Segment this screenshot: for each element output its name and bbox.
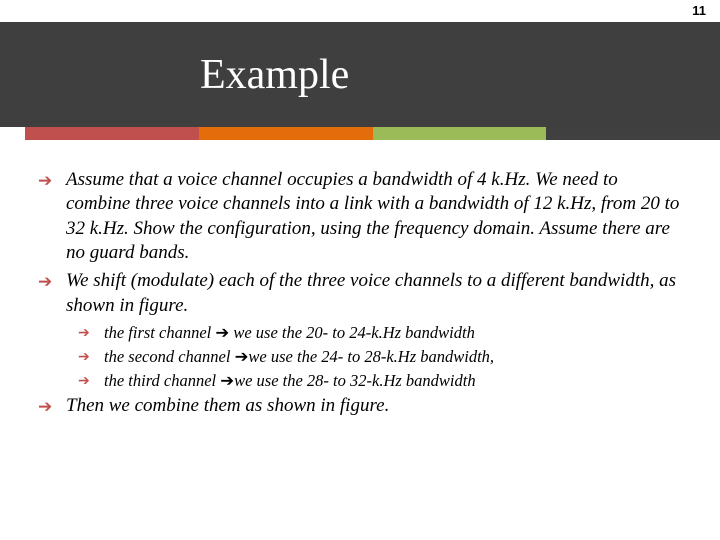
page-number: 11 bbox=[692, 3, 706, 18]
sub-bullet-text: the third channel ➔we use the 28- to 32-… bbox=[104, 370, 682, 392]
sub-bullet-item: ➔ the third channel ➔we use the 28- to 3… bbox=[38, 370, 682, 392]
accent-orange bbox=[199, 127, 373, 140]
top-strip: 11 bbox=[0, 0, 720, 22]
title-band: Example bbox=[0, 22, 720, 127]
slide-title: Example bbox=[200, 51, 349, 99]
inline-arrow-icon: ➔ bbox=[220, 372, 234, 390]
bullet-arrow-icon: ➔ bbox=[78, 346, 104, 368]
bullet-text: We shift (modulate) each of the three vo… bbox=[66, 269, 682, 318]
sub-bullet-item: ➔ the first channel ➔ we use the 20- to … bbox=[38, 322, 682, 344]
accent-gray bbox=[546, 127, 720, 140]
bullet-arrow-icon: ➔ bbox=[38, 394, 66, 418]
bullet-text: Then we combine them as shown in figure. bbox=[66, 394, 682, 418]
content-area: ➔ Assume that a voice channel occupies a… bbox=[0, 140, 720, 419]
sub-bullet-text: the first channel ➔ we use the 20- to 24… bbox=[104, 322, 682, 344]
bullet-arrow-icon: ➔ bbox=[38, 168, 66, 265]
sub-bullet-text: the second channel ➔we use the 24- to 28… bbox=[104, 346, 682, 368]
bullet-item: ➔ We shift (modulate) each of the three … bbox=[38, 269, 682, 318]
accent-row bbox=[0, 127, 720, 140]
bullet-arrow-icon: ➔ bbox=[78, 322, 104, 344]
bullet-text: Assume that a voice channel occupies a b… bbox=[66, 168, 682, 265]
bullet-arrow-icon: ➔ bbox=[38, 269, 66, 318]
inline-arrow-icon: ➔ bbox=[235, 348, 249, 366]
accent-spacer bbox=[0, 127, 25, 140]
accent-red bbox=[25, 127, 199, 140]
bullet-arrow-icon: ➔ bbox=[78, 370, 104, 392]
sub-bullet-item: ➔ the second channel ➔we use the 24- to … bbox=[38, 346, 682, 368]
accent-green bbox=[373, 127, 547, 140]
bullet-item: ➔ Then we combine them as shown in figur… bbox=[38, 394, 682, 418]
bullet-item: ➔ Assume that a voice channel occupies a… bbox=[38, 168, 682, 265]
inline-arrow-icon: ➔ bbox=[215, 324, 229, 342]
